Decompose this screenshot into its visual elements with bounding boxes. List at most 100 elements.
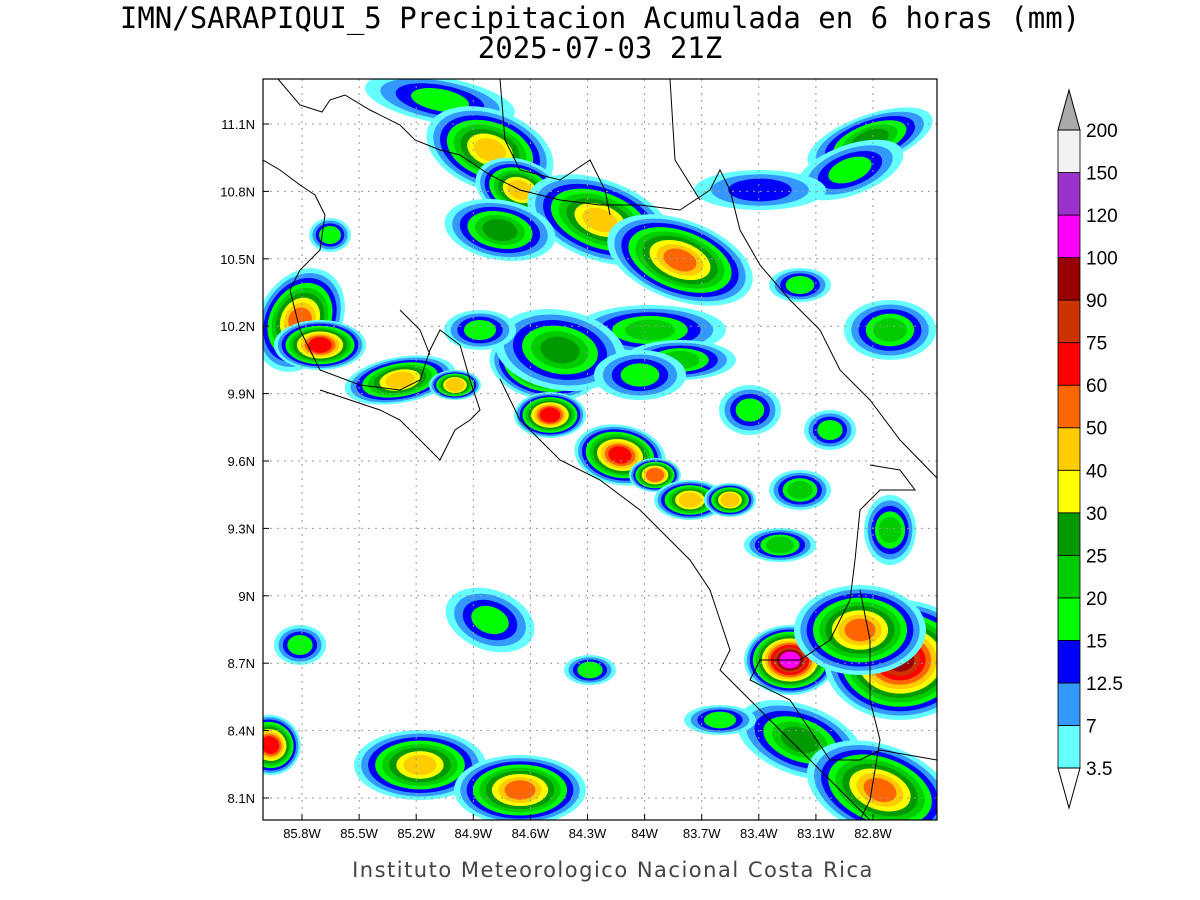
precip-contour [765, 536, 795, 554]
grid: 11.1N 10.8N 10.5N 10.2N 9.9N 9.6N 9.3N 9N 8.7N 8.… [220, 79, 937, 841]
colorbar-label: 100 [1086, 249, 1118, 270]
precip-contour [844, 618, 876, 642]
map-frame [262, 78, 938, 821]
lat-label: 10.8N [220, 184, 255, 199]
precip-contour [263, 736, 280, 754]
precip-contour [663, 248, 697, 272]
lon-label: 84.6W [512, 826, 550, 841]
precip-contour [540, 336, 580, 364]
lon-label: 85.5W [340, 826, 378, 841]
precipitation-field [263, 79, 937, 820]
colorbar-label: 12.5 [1086, 674, 1123, 695]
precip-contour [878, 516, 902, 544]
precip-contour [720, 492, 740, 508]
colorbar-swatch [1057, 512, 1081, 556]
colorbar-label: 60 [1086, 376, 1107, 397]
colorbar-swatch [1057, 257, 1081, 301]
colorbar-swatch [1057, 682, 1081, 726]
lat-label: 8.7N [228, 656, 255, 671]
precip-contour [411, 88, 469, 112]
colorbar-label: 200 [1086, 121, 1118, 142]
precip-contour [645, 468, 665, 482]
colorbar-label: 75 [1086, 334, 1107, 355]
precip-contour [482, 218, 518, 242]
precip-contour [728, 178, 792, 202]
colorbar-swatch [1057, 640, 1081, 684]
colorbar-label: 30 [1086, 504, 1107, 525]
colorbar-swatch [1057, 214, 1081, 258]
precip-contour [308, 337, 332, 353]
colorbar-label: 40 [1086, 461, 1107, 482]
precip-contour [582, 207, 618, 233]
precip-contour [735, 398, 765, 422]
colorbar-label: 120 [1086, 206, 1118, 227]
lon-label: 83.1W [797, 826, 835, 841]
colorbar: 3.5 7 12.5 15 20 25 30 40 50 60 75 90 100 120 150 200 [1057, 88, 1123, 810]
colorbar-swatch [1057, 129, 1081, 173]
colorbar-label: 7 [1086, 716, 1097, 737]
colorbar-label: 90 [1086, 291, 1107, 312]
precip-contour [473, 138, 507, 162]
footer: Instituto Meteorologico Nacional Costa R… [352, 858, 874, 882]
colorbar-label: 25 [1086, 546, 1107, 567]
lon-label: 85.8W [283, 826, 321, 841]
precip-contour [704, 711, 736, 729]
precip-contour [863, 777, 897, 803]
precip-contour [785, 276, 815, 294]
lat-label: 10.2N [220, 319, 255, 334]
lon-label: 84.3W [569, 826, 607, 841]
lon-label: 85.2W [397, 826, 435, 841]
precip-contour [620, 363, 660, 387]
lat-label: 8.1N [228, 791, 255, 806]
precip-contour [828, 156, 872, 184]
colorbar-label: 50 [1086, 419, 1107, 440]
coastlines [263, 79, 937, 820]
precip-contour [577, 661, 603, 679]
colorbar-swatch [1057, 172, 1081, 216]
colorbar-swatch [1057, 469, 1081, 514]
title: IMN/SARAPIQUI_5 Precipitacion Acumulada … [120, 1, 1080, 36]
precip-contour [678, 492, 702, 508]
colorbar-under [1057, 767, 1081, 810]
precip-contour [319, 226, 341, 244]
lon-label: 83.7W [683, 826, 721, 841]
colorbar-swatch [1057, 597, 1081, 641]
colorbar-swatch [1057, 299, 1081, 344]
lat-label: 9.9N [228, 387, 255, 402]
colorbar-swatch [1057, 554, 1081, 599]
precip-contour [539, 407, 561, 423]
precip-contour [780, 726, 820, 754]
precip-contour [445, 378, 465, 392]
lat-label: 9.3N [228, 521, 255, 536]
precip-contour [873, 318, 907, 342]
precip-contour [608, 446, 632, 464]
precip-contour [464, 320, 496, 340]
precip-contour [624, 319, 676, 341]
colorbar-swatch [1057, 342, 1081, 386]
lat-label: 8.4N [228, 724, 255, 739]
precip-contour [787, 480, 813, 500]
lon-label: 82.8W [854, 826, 892, 841]
lat-label: 9.6N [228, 454, 255, 469]
precip-contour [385, 371, 415, 389]
subtitle: 2025-07-03 21Z [478, 31, 722, 65]
lon-label: 84W [631, 826, 658, 841]
precip-contour [471, 605, 509, 635]
lat-label: 9N [238, 589, 255, 604]
precip-contour [817, 420, 843, 440]
colorbar-label: 3.5 [1086, 759, 1112, 780]
colorbar-swatch [1057, 384, 1081, 429]
precip-contour [403, 754, 437, 776]
colorbar-label: 20 [1086, 589, 1107, 610]
precip-contour [504, 780, 536, 800]
lon-label: 83.4W [740, 826, 778, 841]
colorbar-label: 150 [1086, 164, 1118, 185]
colorbar-swatch [1057, 725, 1081, 769]
colorbar-label: 15 [1086, 631, 1107, 652]
lon-label: 84.9W [455, 826, 493, 841]
colorbar-swatch [1057, 427, 1081, 471]
precip-contour [287, 635, 313, 655]
lat-label: 10.5N [220, 252, 255, 267]
lat-label: 11.1N [221, 117, 255, 132]
